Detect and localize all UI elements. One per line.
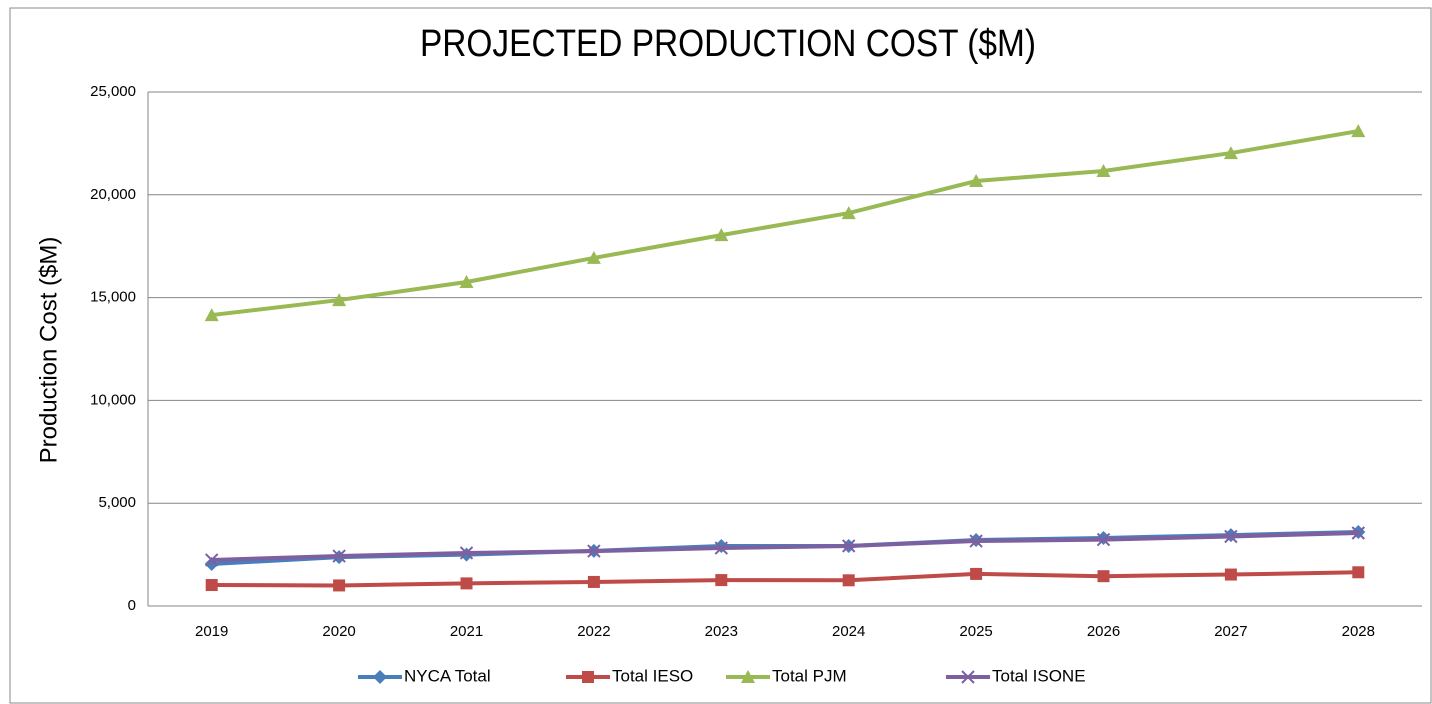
y-tick-label: 10,000 bbox=[90, 391, 136, 408]
marker bbox=[1096, 163, 1111, 177]
x-tick-label: 2025 bbox=[959, 623, 992, 640]
marker bbox=[1096, 532, 1111, 547]
marker bbox=[586, 250, 601, 264]
marker bbox=[969, 174, 984, 188]
marker bbox=[1351, 526, 1366, 540]
legend-label: Total ISONE bbox=[992, 666, 1086, 685]
legend-label: Total PJM bbox=[772, 666, 847, 685]
marker bbox=[741, 670, 755, 683]
x-tick-label: 2019 bbox=[195, 623, 228, 640]
marker bbox=[587, 575, 600, 588]
chart-frame bbox=[9, 7, 1432, 704]
y-tick-label: 25,000 bbox=[90, 83, 136, 100]
y-tick-label: 5,000 bbox=[98, 494, 136, 511]
marker bbox=[1224, 568, 1237, 581]
x-tick-label: 2027 bbox=[1214, 623, 1247, 640]
marker bbox=[1097, 570, 1110, 583]
marker bbox=[459, 546, 474, 560]
marker bbox=[1223, 146, 1238, 160]
marker bbox=[1351, 124, 1366, 138]
marker bbox=[205, 579, 218, 592]
marker bbox=[582, 671, 594, 683]
marker bbox=[204, 553, 219, 567]
marker bbox=[1352, 566, 1365, 579]
x-tick-label: 2026 bbox=[1087, 623, 1120, 640]
marker bbox=[332, 549, 346, 563]
x-tick-label: 2022 bbox=[577, 623, 610, 640]
marker bbox=[842, 574, 855, 587]
x-tick-label: 2020 bbox=[322, 623, 355, 640]
marker bbox=[373, 670, 387, 684]
y-axis-label: Production Cost ($M) bbox=[35, 237, 62, 464]
marker bbox=[1224, 529, 1238, 544]
marker bbox=[459, 274, 474, 288]
legend-label: Total IESO bbox=[612, 666, 693, 685]
x-tick-label: 2021 bbox=[450, 623, 483, 640]
legend-label: NYCA Total bbox=[404, 666, 491, 685]
marker bbox=[714, 541, 729, 555]
marker bbox=[204, 308, 219, 322]
x-tick-label: 2023 bbox=[705, 623, 738, 640]
y-tick-label: 0 bbox=[128, 597, 136, 614]
marker bbox=[333, 579, 346, 592]
marker bbox=[715, 574, 728, 587]
series-line bbox=[211, 129, 1359, 318]
y-tick-label: 15,000 bbox=[90, 289, 136, 306]
y-tick-label: 20,000 bbox=[90, 186, 136, 203]
marker bbox=[961, 670, 975, 684]
marker bbox=[841, 206, 856, 220]
marker bbox=[587, 544, 601, 558]
marker bbox=[714, 228, 729, 242]
marker bbox=[969, 534, 983, 548]
series-line bbox=[211, 570, 1359, 588]
marker bbox=[970, 567, 983, 580]
marker bbox=[332, 293, 347, 307]
series-line bbox=[211, 531, 1359, 562]
chart-title: PROJECTED PRODUCTION COST ($M) bbox=[420, 22, 1036, 64]
marker bbox=[460, 577, 473, 590]
x-tick-label: 2028 bbox=[1342, 623, 1375, 640]
x-tick-label: 2024 bbox=[832, 623, 865, 640]
marker bbox=[841, 539, 856, 553]
